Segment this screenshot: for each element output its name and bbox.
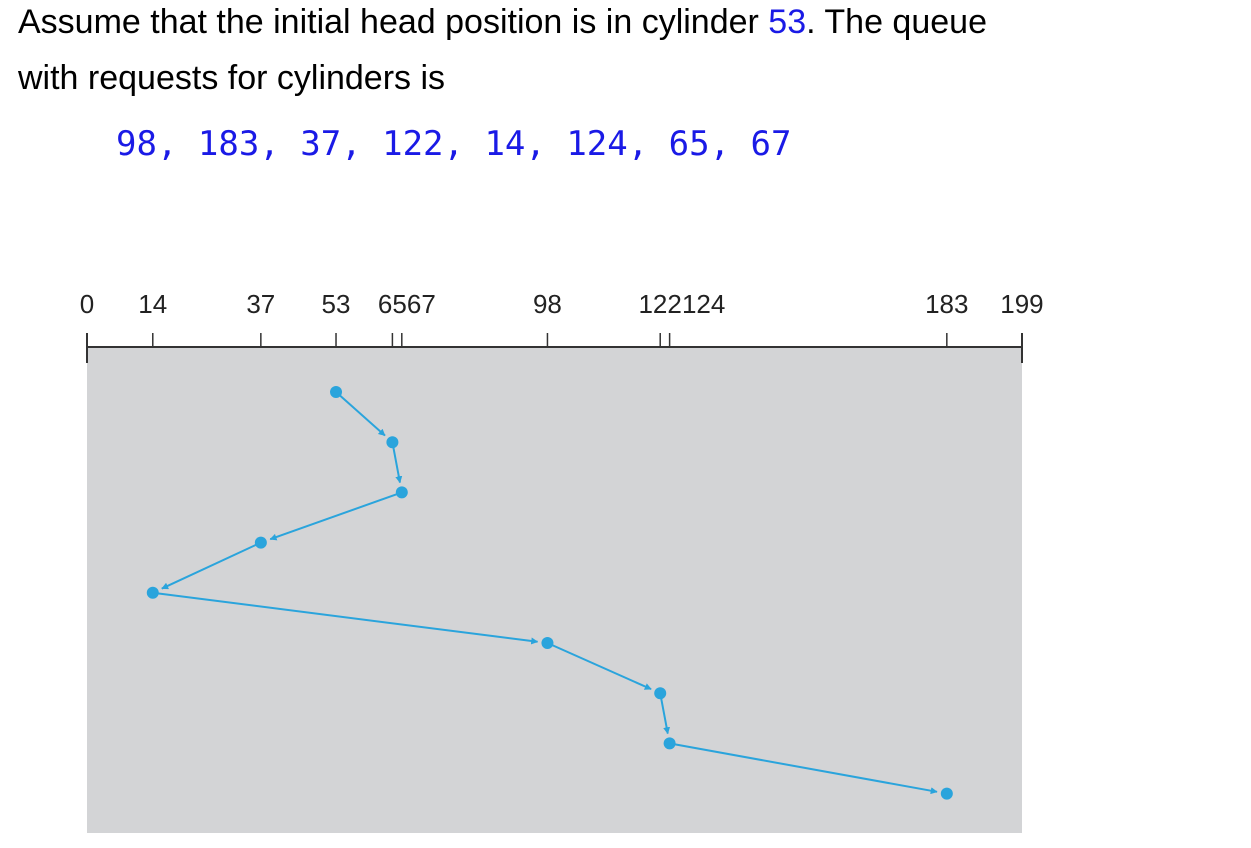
tick-label-0: 0 bbox=[80, 289, 94, 319]
head-path bbox=[152, 391, 938, 795]
statement-text-prefix: Assume that the initial head position is… bbox=[18, 3, 769, 41]
tick-label-67: 67 bbox=[407, 289, 436, 319]
head-move-124-to-183 bbox=[669, 742, 938, 795]
head-points bbox=[146, 386, 953, 800]
head-move-67-to-37 bbox=[269, 491, 403, 541]
problem-statement: Assume that the initial head position is… bbox=[18, 0, 1248, 106]
head-move-65-to-67 bbox=[391, 442, 403, 484]
plot-area bbox=[87, 347, 1022, 833]
head-point-183 bbox=[940, 787, 953, 800]
head-move-122-to-124 bbox=[659, 693, 671, 735]
tick-label-65: 65 bbox=[378, 289, 407, 319]
head-point-14 bbox=[146, 586, 159, 599]
initial-head-value: 53 bbox=[768, 3, 807, 41]
head-point-53 bbox=[330, 386, 343, 398]
tick-label-124: 124 bbox=[682, 289, 725, 319]
head-point-67 bbox=[395, 486, 408, 499]
head-point-65 bbox=[386, 436, 399, 449]
tick-labels: 0 14 37 53 65 67 98 122 124 183 199 bbox=[80, 289, 1044, 319]
tick-label-199: 199 bbox=[1000, 289, 1043, 319]
statement-line-2: with requests for cylinders is bbox=[18, 59, 446, 97]
tick-label-53: 53 bbox=[322, 289, 351, 319]
cylinder-axis bbox=[86, 333, 1023, 363]
head-move-37-to-14 bbox=[161, 541, 262, 590]
head-point-37 bbox=[254, 536, 267, 549]
tick-label-14: 14 bbox=[138, 289, 167, 319]
head-move-53-to-65 bbox=[335, 391, 386, 437]
statement-line-1: Assume that the initial head position is… bbox=[18, 0, 1248, 50]
head-point-122 bbox=[654, 687, 667, 700]
tick-label-122: 122 bbox=[638, 289, 681, 319]
head-move-98-to-122 bbox=[547, 642, 652, 691]
head-move-14-to-98 bbox=[152, 591, 539, 645]
statement-text-suffix: . The queue bbox=[806, 3, 987, 41]
tick-label-183: 183 bbox=[925, 289, 968, 319]
head-point-98 bbox=[541, 637, 554, 649]
tick-label-37: 37 bbox=[246, 289, 275, 319]
tick-label-98: 98 bbox=[533, 289, 562, 319]
request-queue: 98, 183, 37, 122, 14, 124, 65, 67 bbox=[116, 124, 792, 164]
head-point-124 bbox=[663, 737, 676, 750]
